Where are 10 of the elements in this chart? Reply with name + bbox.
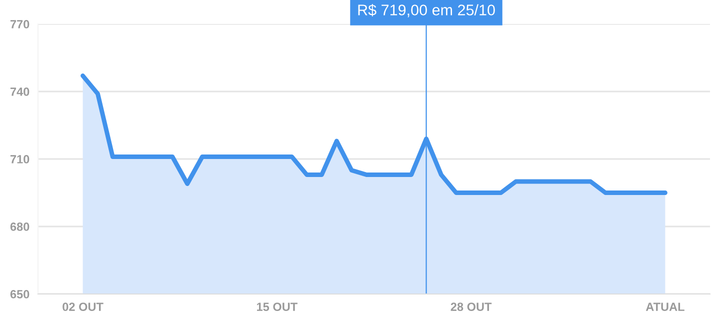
y-tick-label: 770 (10, 20, 30, 28)
x-tick-label: 28 OUT (450, 302, 492, 312)
text: R$ 719,00 em 25/10 (358, 4, 495, 18)
x-tick-label: 15 OUT (257, 302, 298, 312)
y-tick-label: 650 (10, 290, 30, 298)
y-tick-label: 710 (10, 155, 30, 164)
x-tick-label: ATUAL (646, 302, 684, 312)
y-tick-label: 740 (10, 88, 30, 96)
x-tick-label: 02 OUT (62, 302, 104, 312)
y-tick-label: 680 (10, 222, 30, 231)
